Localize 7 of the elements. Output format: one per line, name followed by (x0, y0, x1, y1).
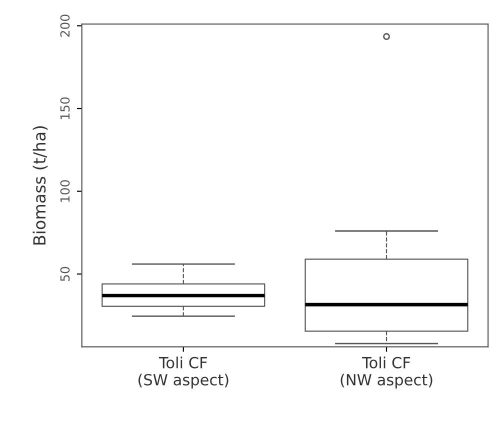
x-tick-label: Toli CF (NW aspect) (340, 356, 432, 388)
y-tick-label: 200 (60, 14, 70, 37)
y-tick-label: 50 (60, 266, 70, 282)
y-tick-label: 150 (60, 97, 70, 120)
y-tick-label: 100 (60, 180, 70, 202)
x-tick-label: Toli CF (SW aspect) (138, 356, 228, 388)
y-axis-title: Biomass (t/ha) (32, 126, 48, 244)
